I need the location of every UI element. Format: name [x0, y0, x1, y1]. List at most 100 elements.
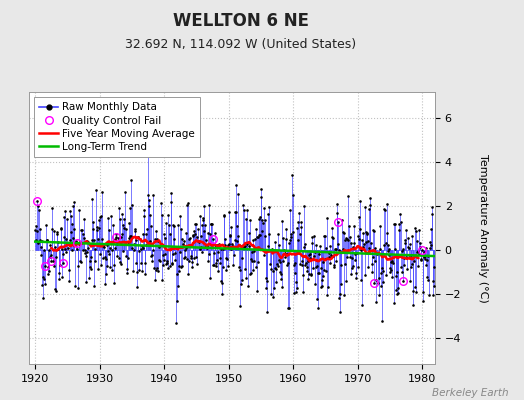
Point: [210, 250, 218, 256]
Point: [135, 267, 143, 274]
Point: [190, 255, 198, 261]
Point: [226, 224, 235, 230]
Point: [52, 254, 60, 260]
Point: [243, 207, 251, 214]
Point: [84, 239, 92, 246]
Point: [130, 247, 138, 253]
Point: [289, 228, 297, 235]
Point: [356, 198, 365, 204]
Point: [417, 257, 425, 264]
Point: [300, 244, 308, 250]
Point: [426, 239, 434, 245]
Point: [183, 255, 191, 262]
Point: [45, 268, 53, 274]
Point: [195, 239, 203, 245]
Point: [289, 262, 298, 268]
Point: [316, 284, 325, 290]
Point: [46, 242, 54, 248]
Point: [36, 236, 44, 243]
Point: [39, 295, 47, 302]
Point: [32, 198, 41, 204]
Point: [314, 270, 323, 276]
Point: [398, 247, 406, 254]
Point: [48, 226, 57, 232]
Point: [49, 258, 57, 264]
Point: [215, 255, 224, 261]
Point: [201, 222, 209, 229]
Point: [106, 263, 114, 270]
Point: [383, 201, 391, 207]
Point: [110, 262, 118, 268]
Point: [179, 241, 187, 247]
Point: [197, 244, 205, 250]
Point: [76, 258, 84, 264]
Point: [296, 261, 304, 267]
Point: [180, 255, 188, 262]
Point: [297, 218, 305, 225]
Point: [61, 208, 69, 214]
Point: [153, 264, 161, 271]
Point: [325, 243, 334, 249]
Point: [347, 239, 355, 246]
Point: [366, 202, 374, 208]
Point: [395, 220, 403, 227]
Point: [390, 299, 398, 306]
Point: [46, 254, 54, 260]
Point: [380, 242, 388, 248]
Point: [322, 268, 330, 274]
Point: [127, 233, 135, 240]
Point: [214, 249, 223, 255]
Point: [202, 236, 210, 243]
Point: [274, 231, 282, 238]
Point: [412, 238, 421, 244]
Point: [108, 238, 117, 244]
Point: [155, 244, 163, 250]
Point: [51, 286, 59, 292]
Point: [188, 259, 196, 265]
Point: [335, 294, 344, 301]
Point: [263, 308, 271, 315]
Point: [324, 250, 333, 256]
Point: [133, 284, 141, 290]
Point: [174, 222, 182, 228]
Point: [386, 265, 394, 271]
Point: [375, 222, 384, 229]
Point: [236, 266, 244, 273]
Point: [191, 231, 199, 237]
Point: [396, 219, 405, 225]
Point: [260, 252, 268, 258]
Point: [358, 302, 366, 308]
Point: [86, 258, 94, 264]
Point: [132, 259, 140, 266]
Point: [283, 262, 291, 268]
Point: [228, 243, 237, 250]
Point: [203, 242, 211, 249]
Point: [203, 230, 212, 237]
Point: [355, 226, 364, 232]
Point: [276, 258, 285, 265]
Point: [408, 233, 416, 239]
Point: [69, 203, 78, 209]
Point: [324, 284, 332, 290]
Point: [376, 246, 384, 252]
Point: [159, 262, 167, 268]
Point: [357, 247, 365, 253]
Point: [388, 274, 396, 280]
Point: [395, 227, 403, 234]
Point: [40, 246, 49, 253]
Point: [187, 254, 195, 261]
Point: [68, 247, 77, 253]
Point: [265, 204, 274, 210]
Point: [167, 190, 175, 196]
Point: [39, 274, 48, 280]
Point: [67, 212, 75, 219]
Point: [162, 261, 170, 268]
Point: [280, 247, 288, 253]
Point: [134, 233, 142, 240]
Point: [405, 252, 413, 259]
Point: [294, 218, 302, 225]
Point: [252, 226, 260, 232]
Point: [96, 250, 104, 257]
Point: [50, 244, 59, 250]
Point: [430, 283, 438, 289]
